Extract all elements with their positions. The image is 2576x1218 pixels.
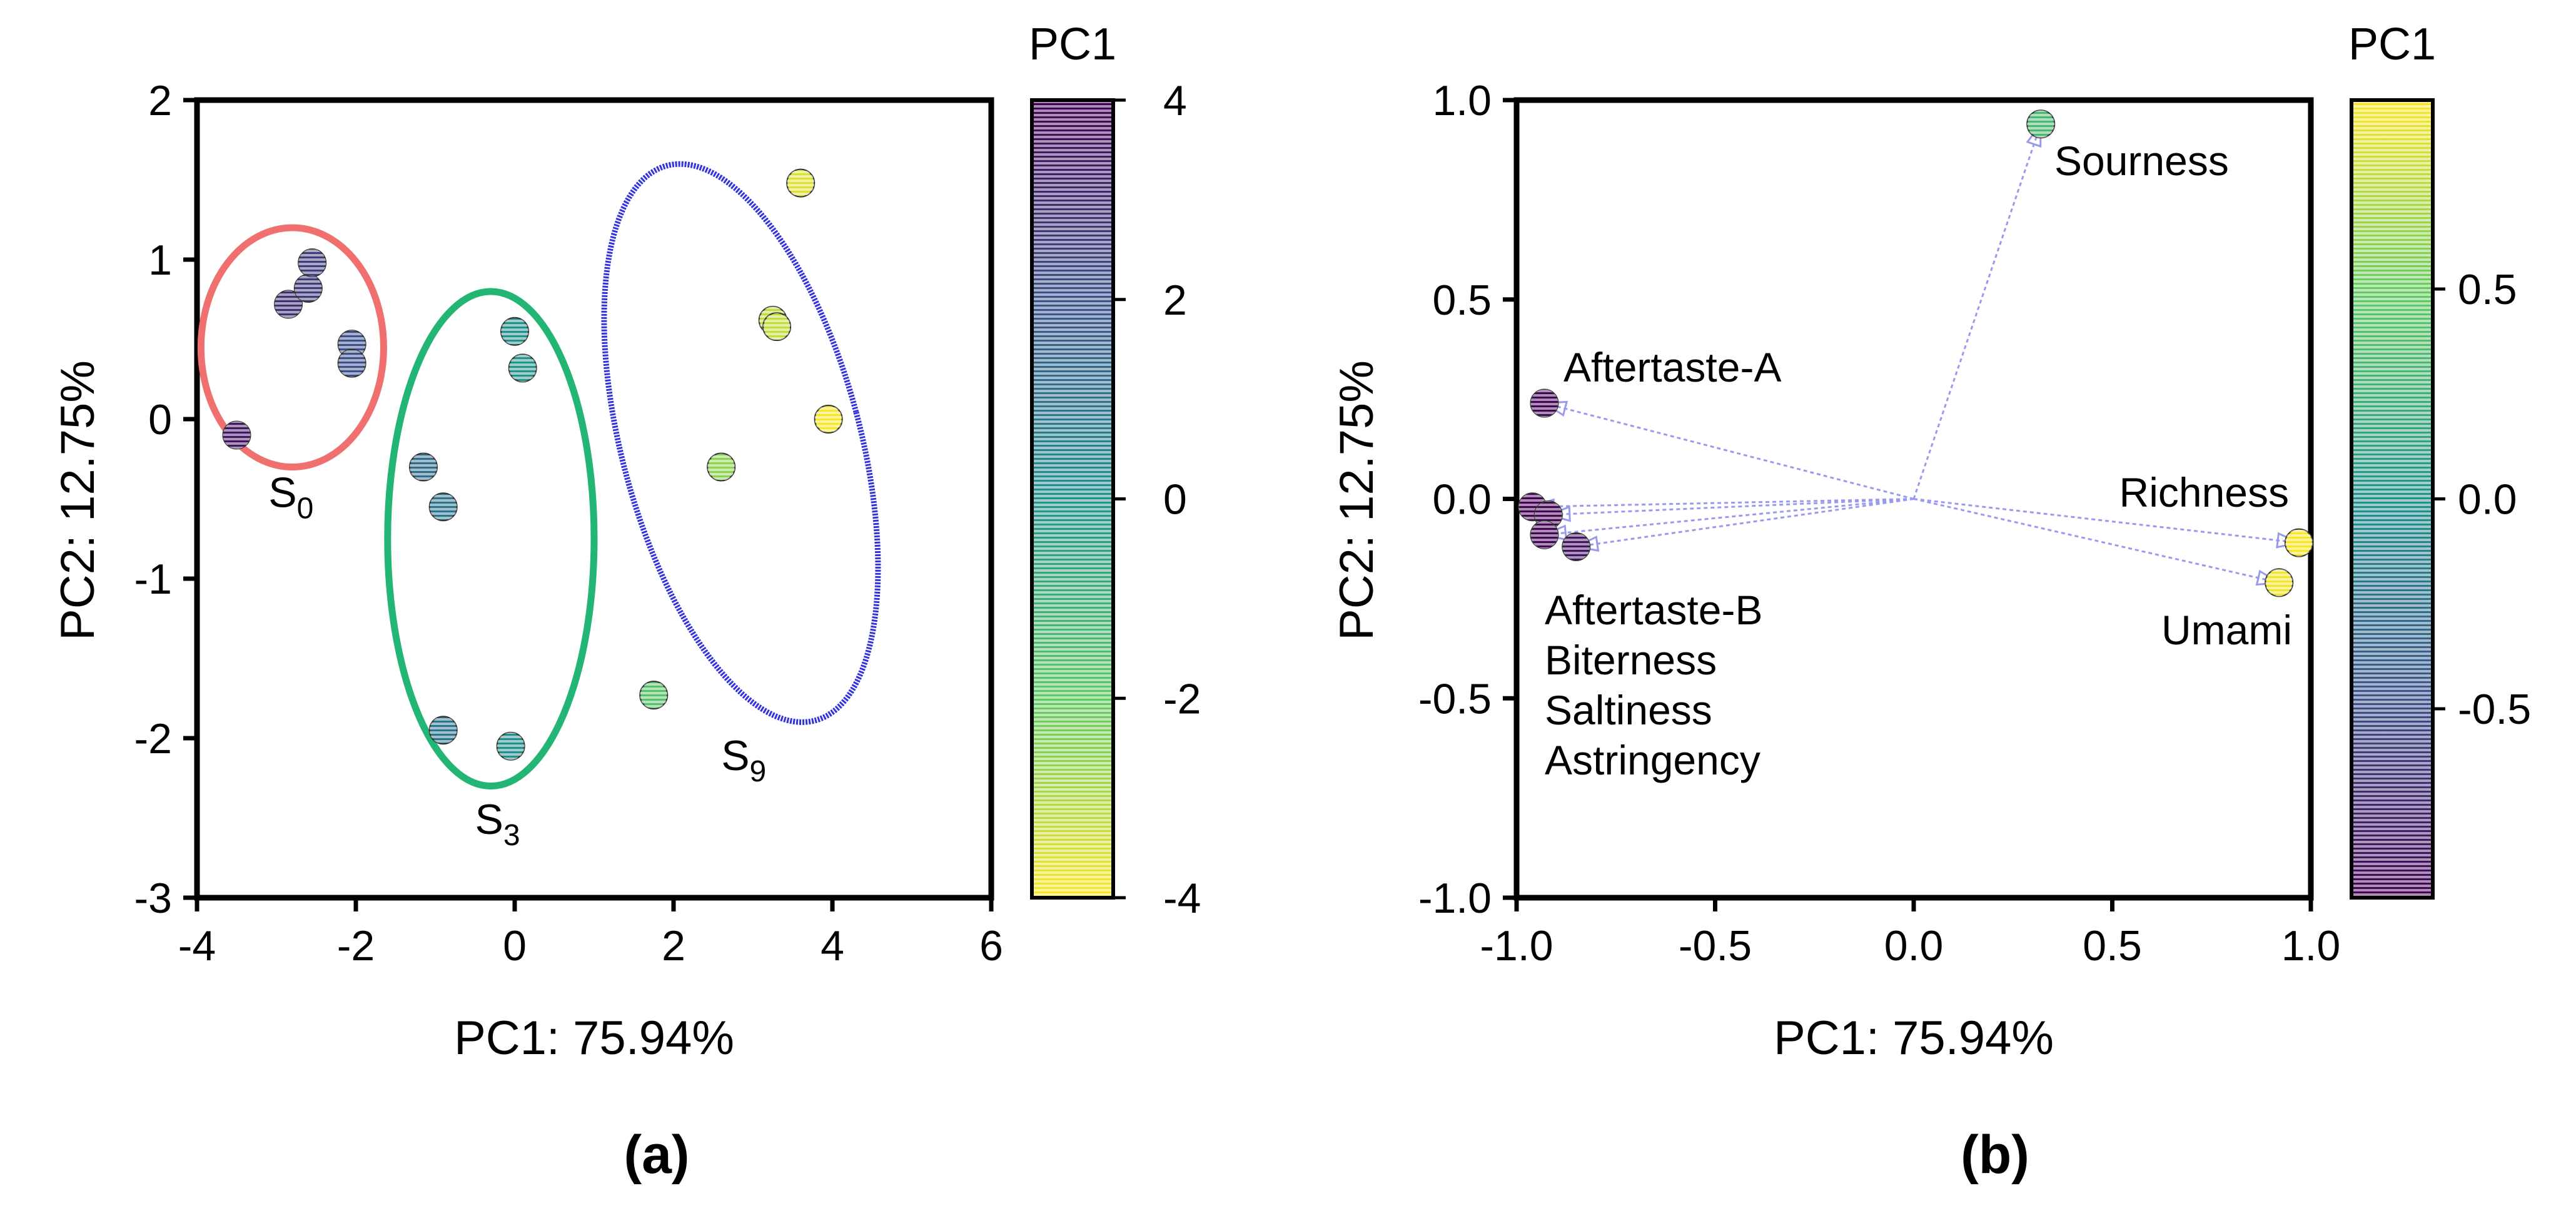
loading-point-hatch xyxy=(1530,520,1558,549)
score-point-hatch xyxy=(223,421,251,449)
x-tick-label: 4 xyxy=(821,922,844,970)
loading-arrow xyxy=(1544,498,1914,536)
score-point-hatch xyxy=(501,317,528,345)
y-tick-label: -0.5 xyxy=(1418,675,1492,723)
loading-point-hatch xyxy=(1562,533,1590,561)
panel-b-colorbar: -0.5 0.0 0.5 PC1 xyxy=(2348,19,2531,900)
x-tick-label: 1.0 xyxy=(2281,922,2341,970)
score-point-hatch xyxy=(429,493,457,521)
colorbar-a-tick-label: -4 xyxy=(1163,875,1201,922)
panel-a-colorbar: -4 -2 0 2 4 PC1 xyxy=(1029,19,1201,922)
x-tick-label: 0.5 xyxy=(2083,922,2142,970)
loading-arrow xyxy=(1532,498,1914,508)
y-tick-label: 0.5 xyxy=(1432,277,1492,324)
x-tick-label: -0.5 xyxy=(1679,922,1752,970)
group-ellipse-s0 xyxy=(197,224,387,470)
y-tick-label: 0 xyxy=(148,396,172,444)
loading-label-aftertaste-a: Aftertaste-A xyxy=(1563,344,1781,390)
group-label-main: S xyxy=(475,796,503,843)
group-label-main: S xyxy=(268,469,296,516)
score-point-hatch xyxy=(429,716,457,744)
x-tick-label: 0.0 xyxy=(1884,922,1944,970)
panel-a-plot-frame xyxy=(194,97,994,901)
loading-label-sourness: Sourness xyxy=(2054,138,2229,184)
colorbar-a-stripes xyxy=(1032,100,1113,898)
loading-arrow xyxy=(1913,498,2280,584)
panel-a-x-axis-label: PC1: 75.94% xyxy=(454,1012,734,1065)
y-tick-label: -1.0 xyxy=(1418,875,1492,922)
loading-arrow xyxy=(1912,123,2042,499)
loading-arrow xyxy=(1544,402,1914,500)
y-tick-label: -1 xyxy=(134,556,172,603)
colorbar-b-tick-label: -0.5 xyxy=(2458,686,2531,733)
loading-label-astringency: Astringency xyxy=(1545,737,1760,783)
score-point-hatch xyxy=(814,405,842,433)
loading-label-aftertaste-b: Aftertaste-B xyxy=(1545,587,1762,633)
colorbar-a-tick-label: 0 xyxy=(1163,476,1187,524)
colorbar-a-tick-label: -2 xyxy=(1163,675,1201,723)
score-point-hatch xyxy=(763,313,791,341)
x-tick-label: 2 xyxy=(662,922,685,970)
group-label-s3: S3 xyxy=(475,796,520,852)
y-tick-label: -2 xyxy=(134,715,172,763)
loading-point-hatch xyxy=(1530,389,1558,417)
colorbar-b-stripes xyxy=(2351,100,2433,898)
panel-b: -1.0 -0.5 0.0 0.5 1.0 -1.0 -0.5 0.0 0.5 1.0 Sour… xyxy=(1330,19,2531,1185)
group-label-subscript: 9 xyxy=(750,755,767,788)
loading-label-richness: Richness xyxy=(2119,469,2289,515)
colorbar-a-tick-label: 2 xyxy=(1163,277,1187,324)
group-label-main: S xyxy=(721,732,749,779)
score-point-hatch xyxy=(275,290,303,318)
loading-arrow xyxy=(1548,498,1914,516)
y-tick-label: 2 xyxy=(148,77,172,124)
y-tick-label: 1.0 xyxy=(1432,77,1492,124)
group-label-subscript: 3 xyxy=(503,819,520,852)
loading-arrow xyxy=(1576,498,1914,548)
group-label-s0: S0 xyxy=(268,469,313,525)
group-label-s9: S9 xyxy=(721,732,766,788)
panel-a-y-axis-label: PC2: 12.75% xyxy=(51,360,104,641)
loading-arrow xyxy=(1913,498,2300,544)
panel-a-caption: (a) xyxy=(624,1125,689,1185)
loading-point-hatch xyxy=(2027,110,2055,138)
loading-label-biterness: Biterness xyxy=(1545,637,1717,683)
panel-b-caption: (b) xyxy=(1961,1125,2029,1185)
colorbar-a-tick-label: 4 xyxy=(1163,77,1187,124)
y-tick-label: 1 xyxy=(148,236,172,284)
x-tick-label: 6 xyxy=(979,922,1003,970)
score-point-hatch xyxy=(707,453,735,481)
group-ellipse-s3 xyxy=(384,288,598,789)
x-tick-label: -1.0 xyxy=(1480,922,1553,970)
loading-point-hatch xyxy=(2265,569,2293,597)
score-point-hatch xyxy=(787,169,815,197)
loading-label-umami: Umami xyxy=(2161,607,2292,653)
group-ellipse-s9 xyxy=(601,161,881,725)
colorbar-b-tick-label: 0.0 xyxy=(2458,476,2517,524)
x-tick-label: -4 xyxy=(178,922,216,970)
loading-label-saltiness: Saltiness xyxy=(1545,687,1712,733)
y-tick-label: 0.0 xyxy=(1432,476,1492,524)
panel-b-y-axis-label: PC2: 12.75% xyxy=(1330,360,1383,641)
x-tick-label: -2 xyxy=(337,922,375,970)
colorbar-b-title: PC1 xyxy=(2348,19,2436,69)
score-point-hatch xyxy=(409,453,437,481)
loading-point-hatch xyxy=(2285,529,2313,557)
score-point-hatch xyxy=(294,274,322,302)
score-point-hatch xyxy=(338,349,366,377)
score-point-hatch xyxy=(508,354,537,382)
score-point-hatch xyxy=(298,249,326,277)
panel-b-x-axis-label: PC1: 75.94% xyxy=(1774,1012,2054,1065)
y-tick-label: -3 xyxy=(134,875,172,922)
score-point-hatch xyxy=(497,732,525,760)
x-tick-label: 0 xyxy=(503,922,527,970)
colorbar-a-title: PC1 xyxy=(1029,19,1116,69)
colorbar-b-tick-label: 0.5 xyxy=(2458,266,2517,313)
group-label-subscript: 0 xyxy=(297,492,314,525)
score-point-hatch xyxy=(640,681,668,709)
